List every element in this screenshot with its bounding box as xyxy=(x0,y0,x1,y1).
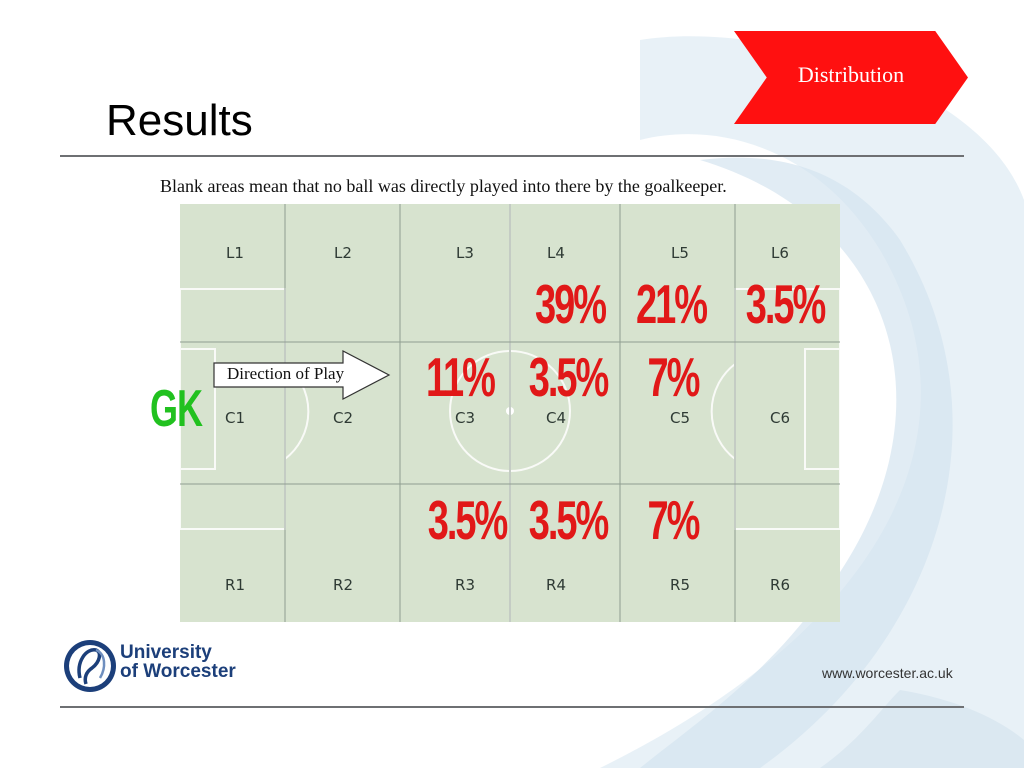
zone-label-c2: C2 xyxy=(332,409,354,427)
zone-label-c4: C4 xyxy=(545,409,567,427)
university-name: University of Worcester xyxy=(120,643,236,681)
website-url[interactable]: www.worcester.ac.uk xyxy=(822,665,953,681)
gk-label: GK xyxy=(150,378,203,438)
zone-label-r2: R2 xyxy=(333,576,353,594)
direction-of-play-arrow: Direction of Play xyxy=(213,349,393,401)
zone-label-l3: L3 xyxy=(456,244,474,262)
pct-l4: 39% xyxy=(534,275,607,336)
pct-c5: 7% xyxy=(647,348,701,409)
pct-l5: 21% xyxy=(635,275,708,336)
pct-c4: 3.5% xyxy=(528,348,610,409)
zone-label-c6: C6 xyxy=(769,409,791,427)
pct-r5: 7% xyxy=(647,491,701,552)
zone-label-r6: R6 xyxy=(770,576,790,594)
zone-label-l1: L1 xyxy=(226,244,244,262)
zone-label-r4: R4 xyxy=(546,576,566,594)
pct-r3: 3.5% xyxy=(427,491,509,552)
university-name-line1: University xyxy=(120,642,212,663)
pct-l6: 3.5% xyxy=(745,275,827,336)
pitch-lines xyxy=(180,204,840,622)
zone-label-r5: R5 xyxy=(670,576,690,594)
zone-label-r3: R3 xyxy=(455,576,475,594)
distribution-nav-label: Distribution xyxy=(797,62,905,87)
bottom-divider xyxy=(60,706,964,708)
zone-label-r1: R1 xyxy=(225,576,245,594)
direction-of-play-label: Direction of Play xyxy=(227,364,345,383)
university-name-line2: of Worcester xyxy=(120,661,236,682)
pitch-diagram: L1 L2 L3 L4 L5 L6 C1 C2 C3 C4 C5 C6 R1 R… xyxy=(180,204,840,622)
zone-label-l5: L5 xyxy=(671,244,689,262)
top-divider xyxy=(60,155,964,157)
pct-r4: 3.5% xyxy=(528,491,610,552)
page-title: Results xyxy=(106,96,253,145)
distribution-nav-button[interactable]: Distribution xyxy=(734,31,968,124)
zone-label-l6: L6 xyxy=(771,244,789,262)
pct-c3: 11% xyxy=(426,348,496,409)
arrow-right-icon xyxy=(213,350,391,400)
zone-label-c3: C3 xyxy=(454,409,476,427)
zone-label-c5: C5 xyxy=(669,409,691,427)
university-logo-icon xyxy=(64,640,116,692)
caption-text: Blank areas mean that no ball was direct… xyxy=(160,176,727,196)
zone-label-l4: L4 xyxy=(547,244,565,262)
zone-label-c1: C1 xyxy=(224,409,246,427)
zone-label-l2: L2 xyxy=(334,244,352,262)
